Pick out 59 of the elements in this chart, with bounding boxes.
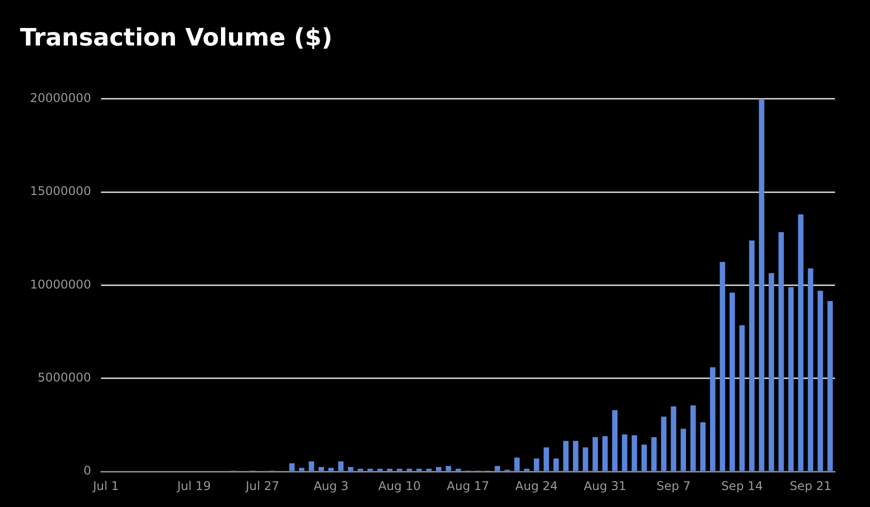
bar	[572, 440, 578, 471]
bar	[720, 262, 726, 471]
y-tick-label: 0	[83, 464, 92, 478]
bar	[710, 367, 716, 471]
bar	[602, 436, 608, 471]
chart-title: Transaction Volume ($)	[20, 24, 333, 52]
bar	[808, 268, 814, 471]
bar	[827, 301, 833, 471]
bar	[494, 466, 500, 471]
bar	[544, 447, 550, 471]
bar	[582, 447, 588, 471]
bar	[730, 292, 735, 471]
bar	[778, 232, 784, 471]
bar	[514, 458, 520, 471]
y-tick-label: 10000000	[30, 277, 92, 292]
x-tick-label: Jul 19	[176, 478, 211, 493]
bar	[768, 273, 774, 471]
bar	[348, 466, 354, 471]
bar	[436, 466, 442, 471]
x-tick-label: Sep 21	[790, 478, 832, 493]
bar	[298, 468, 304, 471]
bar	[680, 428, 686, 471]
y-tick-label: 15000000	[30, 184, 92, 198]
x-tick-label: Sep 14	[721, 478, 763, 493]
x-tick-label: Aug 3	[314, 478, 348, 493]
bar	[328, 468, 334, 471]
bar	[749, 240, 755, 471]
bar	[788, 287, 794, 471]
bar	[700, 422, 706, 471]
bar	[612, 410, 618, 471]
x-tick-label: Jul 27	[244, 478, 280, 493]
bar	[318, 466, 324, 471]
bar	[534, 458, 540, 471]
bar	[338, 461, 344, 471]
bar	[632, 435, 638, 471]
bar	[651, 437, 657, 471]
bar	[798, 214, 804, 471]
bar	[641, 444, 647, 471]
bar	[563, 440, 569, 471]
bar	[758, 98, 764, 471]
x-tick-label: Aug 31	[584, 478, 626, 493]
x-tick-label: Jul 1	[92, 478, 119, 493]
bar	[446, 466, 452, 471]
x-tick-label: Aug 10	[378, 478, 421, 493]
bar	[661, 416, 666, 471]
x-tick-label: Sep 7	[656, 478, 691, 493]
bar	[690, 405, 696, 471]
bar	[818, 290, 824, 471]
y-tick-label: 5000000	[38, 370, 92, 385]
bar	[622, 434, 628, 471]
bar	[308, 461, 314, 471]
x-tick-label: Aug 17	[446, 478, 490, 493]
bar	[553, 458, 559, 471]
bar	[289, 463, 295, 471]
bar	[592, 437, 598, 471]
bar	[670, 406, 676, 471]
x-tick-label: Aug 24	[515, 478, 558, 493]
y-tick-label: 20000000	[30, 90, 92, 105]
bar	[739, 325, 745, 471]
